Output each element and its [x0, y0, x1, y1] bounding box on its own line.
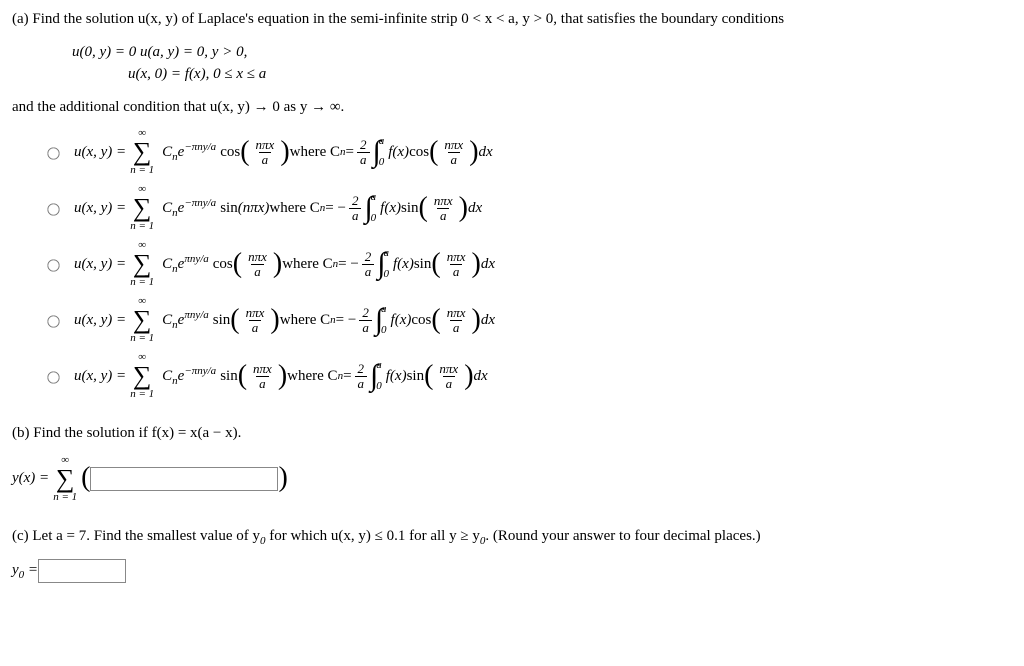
- boundary-conditions: u(0, y) = 0 u(a, y) = 0, y > 0, u(x, 0) …: [72, 41, 1012, 86]
- sum-symbol: ∞∑n = 1: [130, 296, 154, 344]
- option-formula: u(x, y) = ∞∑n = 1Cne−πny/acos(nπxa) wher…: [74, 128, 493, 176]
- part-c-answer-row: y0 =: [12, 559, 1012, 584]
- option-radio[interactable]: [47, 315, 59, 327]
- sum-symbol: ∞∑n = 1: [130, 240, 154, 288]
- fraction: 2a: [357, 138, 370, 166]
- part-c-text-3: . (Round your answer to four decimal pla…: [485, 528, 760, 544]
- option-row: u(x, y) = ∞∑n = 1Cneπny/acos(nπxa) where…: [42, 240, 1012, 288]
- fraction: 2a: [355, 362, 368, 390]
- integral-icon: ∫a0: [364, 192, 376, 224]
- fraction: nπxa: [444, 306, 469, 334]
- option-row: u(x, y) = ∞∑n = 1Cne−πny/asin(nπxa) wher…: [42, 352, 1012, 400]
- sigma-icon: ∑: [133, 251, 152, 277]
- part-b-prompt: (b) Find the solution if f(x) = x(a − x)…: [12, 422, 1012, 445]
- option-formula: u(x, y) = ∞∑n = 1Cne−πny/asin(nπxa) wher…: [74, 352, 488, 400]
- sum-lower: n = 1: [53, 492, 77, 503]
- sigma-icon: ∑: [56, 466, 75, 492]
- sum-symbol: ∞∑n = 1: [130, 184, 154, 232]
- sum-symbol: ∞∑n = 1: [130, 352, 154, 400]
- option-formula: u(x, y) = ∞∑n = 1Cneπny/acos(nπxa) where…: [74, 240, 495, 288]
- fraction: nπxa: [250, 362, 275, 390]
- bc-line-2: u(x, 0) = f(x), 0 ≤ x ≤ a: [128, 63, 1012, 86]
- integral-icon: ∫a0: [375, 304, 387, 336]
- part-c-text-2: for which u(x, y) ≤ 0.1 for all y ≥ y: [265, 528, 479, 544]
- sigma-icon: ∑: [133, 307, 152, 333]
- fraction: nπxa: [245, 250, 270, 278]
- fraction: 2a: [349, 194, 362, 222]
- option-radio[interactable]: [47, 371, 59, 383]
- option-radio[interactable]: [47, 203, 59, 215]
- fraction: nπxa: [243, 306, 268, 334]
- option-row: u(x, y) = ∞∑n = 1Cneπny/asin(nπxa) where…: [42, 296, 1012, 344]
- option-formula: u(x, y) = ∞∑n = 1Cneπny/asin(nπxa) where…: [74, 296, 495, 344]
- fraction: 2a: [359, 306, 372, 334]
- option-row: u(x, y) = ∞∑n = 1Cne−πny/asin(nπx) where…: [42, 184, 1012, 232]
- fraction: nπxa: [431, 194, 456, 222]
- sigma-icon: ∑: [133, 195, 152, 221]
- fraction: nπxa: [436, 362, 461, 390]
- part-b-lhs: y(x) =: [12, 467, 49, 490]
- options-list: u(x, y) = ∞∑n = 1Cne−πny/acos(nπxa) wher…: [12, 128, 1012, 400]
- fraction: nπxa: [444, 250, 469, 278]
- option-row: u(x, y) = ∞∑n = 1Cne−πny/acos(nπxa) wher…: [42, 128, 1012, 176]
- sigma-icon: ∑: [133, 139, 152, 165]
- fraction: 2a: [362, 250, 375, 278]
- additional-condition-text: and the additional condition that u(x, y…: [12, 99, 344, 115]
- open-paren: (: [81, 467, 90, 489]
- option-radio[interactable]: [47, 147, 59, 159]
- part-c-lhs: y0 =: [12, 559, 38, 584]
- option-radio[interactable]: [47, 259, 59, 271]
- part-a-intro: (a) Find the solution u(x, y) of Laplace…: [12, 8, 1012, 31]
- fraction: nπxa: [253, 138, 278, 166]
- fraction: nπxa: [441, 138, 466, 166]
- close-paren: ): [278, 467, 287, 489]
- sum-symbol: ∞ ∑ n = 1: [53, 455, 77, 503]
- integral-icon: ∫a0: [373, 136, 385, 168]
- part-a-intro-text: (a) Find the solution u(x, y) of Laplace…: [12, 11, 784, 27]
- part-c-text-1: (c) Let a = 7. Find the smallest value o…: [12, 528, 260, 544]
- additional-condition: and the additional condition that u(x, y…: [12, 96, 1012, 119]
- integral-icon: ∫a0: [370, 360, 382, 392]
- part-b-input[interactable]: [90, 467, 278, 491]
- part-c-prompt: (c) Let a = 7. Find the smallest value o…: [12, 525, 1012, 550]
- part-b-prompt-text: (b) Find the solution if f(x) = x(a − x)…: [12, 425, 241, 441]
- part-b-answer-row: y(x) = ∞ ∑ n = 1 ( ): [12, 455, 1012, 503]
- sigma-icon: ∑: [133, 363, 152, 389]
- integral-icon: ∫a0: [377, 248, 389, 280]
- sum-symbol: ∞∑n = 1: [130, 128, 154, 176]
- bc-line-1: u(0, y) = 0 u(a, y) = 0, y > 0,: [72, 41, 1012, 64]
- part-c-input[interactable]: [38, 559, 126, 583]
- option-formula: u(x, y) = ∞∑n = 1Cne−πny/asin(nπx) where…: [74, 184, 482, 232]
